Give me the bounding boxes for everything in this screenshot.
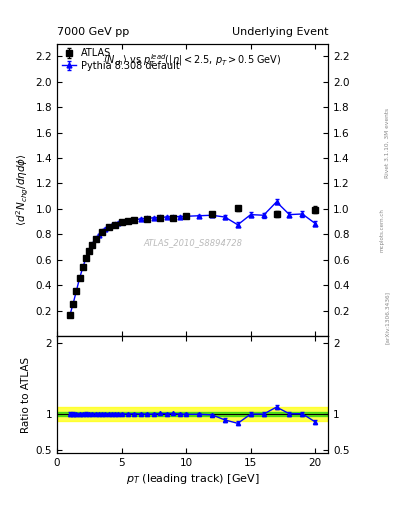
Text: Rivet 3.1.10, 3M events: Rivet 3.1.10, 3M events — [385, 109, 389, 178]
Y-axis label: Ratio to ATLAS: Ratio to ATLAS — [22, 356, 31, 433]
Text: ATLAS_2010_S8894728: ATLAS_2010_S8894728 — [143, 238, 242, 247]
Text: $\langle N_{ch}\rangle$ vs $p_T^{lead}$($|\eta|<2.5$, $p_T>0.5$ GeV): $\langle N_{ch}\rangle$ vs $p_T^{lead}$(… — [103, 52, 282, 69]
Text: 7000 GeV pp: 7000 GeV pp — [57, 27, 129, 37]
Text: [arXiv:1306.3436]: [arXiv:1306.3436] — [385, 291, 389, 344]
Text: Underlying Event: Underlying Event — [231, 27, 328, 37]
Bar — [57, 412, 328, 416]
Y-axis label: $\langle d^2 N_{chg}/d\eta d\phi \rangle$: $\langle d^2 N_{chg}/d\eta d\phi \rangle… — [15, 154, 31, 226]
Bar — [57, 407, 328, 421]
Text: mcplots.cern.ch: mcplots.cern.ch — [380, 208, 384, 252]
X-axis label: $p_T$ (leading track) [GeV]: $p_T$ (leading track) [GeV] — [126, 472, 259, 486]
Legend: ATLAS, Pythia 8.308 default: ATLAS, Pythia 8.308 default — [60, 47, 182, 73]
